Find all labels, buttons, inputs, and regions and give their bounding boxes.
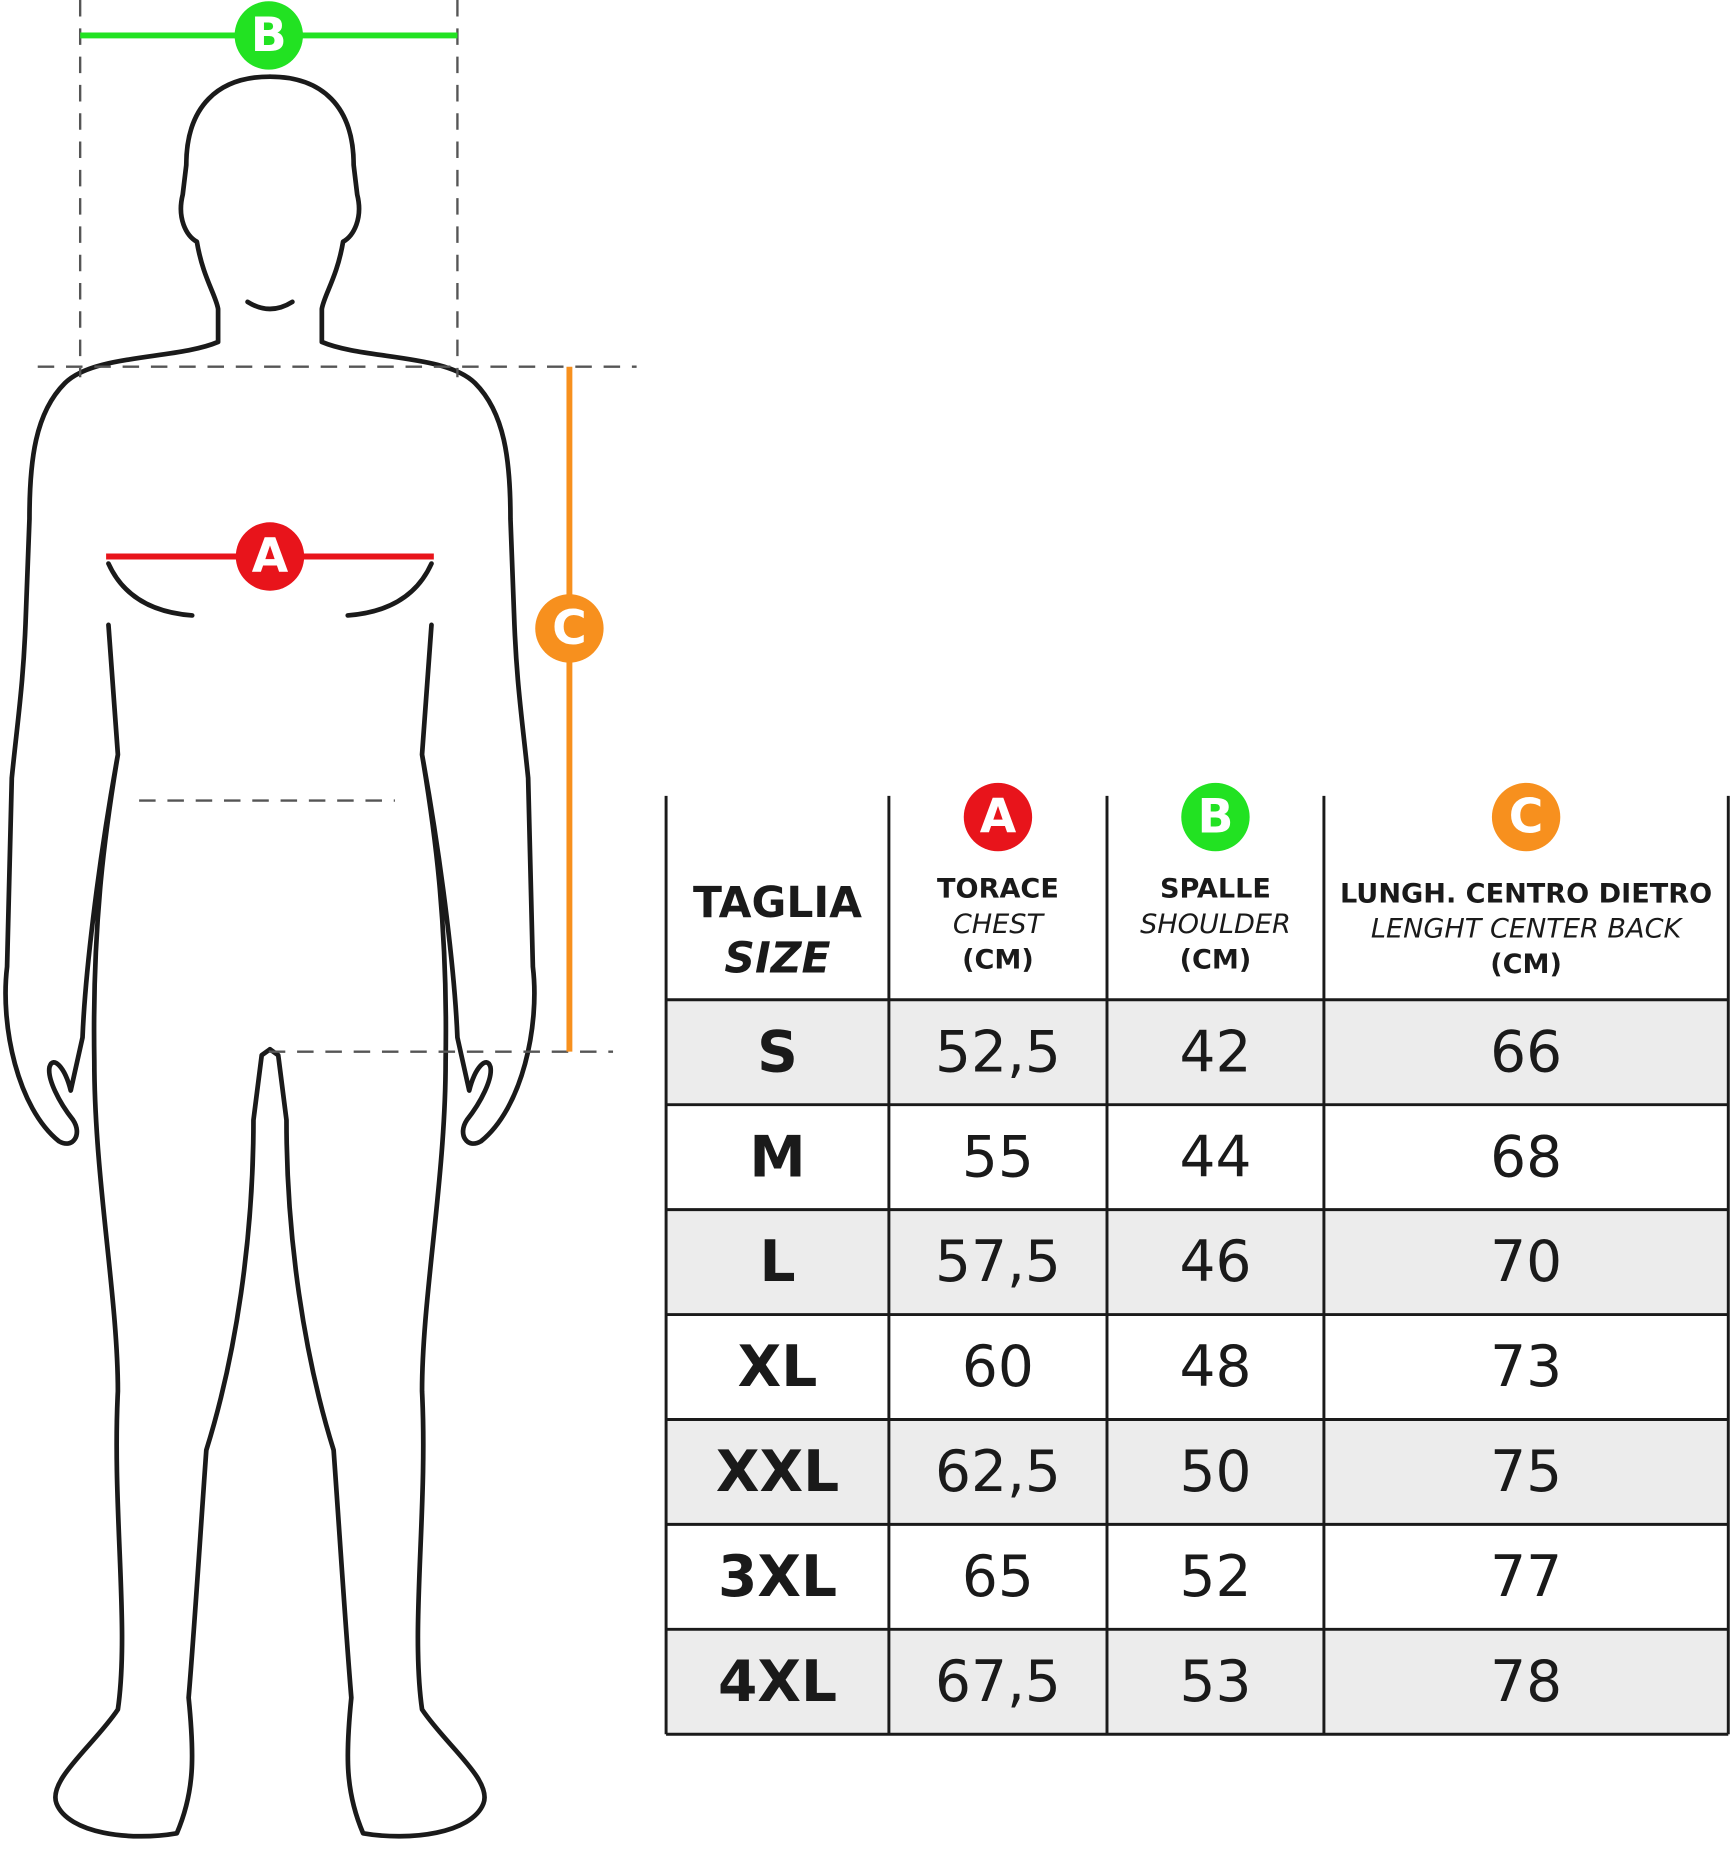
header-label: SPALLE	[1160, 874, 1271, 905]
table-cell: 50	[1179, 1439, 1251, 1505]
marker-letter: A	[980, 789, 1017, 844]
table-cell: 77	[1490, 1544, 1562, 1610]
marker-circle	[535, 594, 604, 663]
table-cell: 42	[1179, 1019, 1251, 1085]
body-outline	[3, 74, 273, 1839]
table-cell: 4XL	[718, 1649, 837, 1715]
marker-letter: C	[1509, 789, 1544, 844]
marker-letter: C	[552, 601, 587, 656]
table-cell: 70	[1490, 1229, 1562, 1295]
header-label: LUNGH. CENTRO DIETRO	[1340, 878, 1712, 909]
header-label: CHEST	[953, 909, 1046, 940]
table-cell: 53	[1179, 1649, 1251, 1715]
row-shade	[666, 1419, 1729, 1525]
table-cell: 46	[1179, 1229, 1251, 1295]
table-cell: XXL	[716, 1439, 839, 1505]
marker-circle	[963, 782, 1033, 852]
body-figure	[3, 0, 637, 1839]
table-cell: 66	[1490, 1019, 1562, 1085]
table-cell: 75	[1490, 1439, 1562, 1505]
header-size: TAGLIA	[693, 879, 862, 928]
table-cell: 73	[1490, 1334, 1562, 1400]
table-cell: 52,5	[935, 1019, 1061, 1085]
table-cell: XL	[738, 1334, 818, 1400]
table-cell: 48	[1179, 1334, 1251, 1400]
body-outline-mirror	[270, 77, 534, 1837]
size-table: B A C TAGLIA SIZE A TORACE CHEST (CM) B SPALLE SHOU…	[234, 1, 1730, 1736]
header-label: TORACE	[937, 874, 1059, 905]
header-label: LENGHT CENTER BACK	[1371, 914, 1684, 945]
header-label: (CM)	[962, 944, 1034, 975]
marker-letter: B	[1197, 789, 1233, 844]
header-label: (CM)	[1180, 944, 1252, 975]
row-shade	[666, 999, 1729, 1105]
chest-line	[106, 561, 195, 618]
table-cell: 62,5	[935, 1439, 1061, 1505]
chest-line	[345, 561, 434, 618]
table-cell: 57,5	[935, 1229, 1061, 1295]
table-cell: L	[759, 1229, 795, 1295]
table-cell: S	[757, 1019, 798, 1085]
table-cell: 44	[1179, 1124, 1251, 1190]
table-cell: 55	[962, 1124, 1034, 1190]
marker-circle	[1491, 782, 1561, 852]
table-cell: 3XL	[718, 1544, 837, 1610]
chin	[245, 299, 295, 312]
row-shade	[666, 1209, 1729, 1315]
table-cell: 65	[962, 1544, 1034, 1610]
table-cell: 52	[1179, 1544, 1251, 1610]
header-label: (CM)	[1490, 949, 1562, 980]
table-cell: 60	[962, 1334, 1034, 1400]
row-shade	[666, 1629, 1729, 1735]
table-cell: 78	[1490, 1649, 1562, 1715]
marker-letter: B	[251, 8, 287, 63]
marker-circle	[234, 1, 303, 70]
marker-circle	[235, 522, 305, 591]
marker-circle	[1181, 782, 1250, 852]
header-label: SHOULDER	[1140, 909, 1291, 940]
marker-letter: A	[252, 529, 289, 584]
table-cell: 67,5	[935, 1649, 1061, 1715]
header-size: SIZE	[724, 934, 830, 983]
table-cell: M	[749, 1124, 805, 1190]
table-cell: 68	[1490, 1124, 1562, 1190]
